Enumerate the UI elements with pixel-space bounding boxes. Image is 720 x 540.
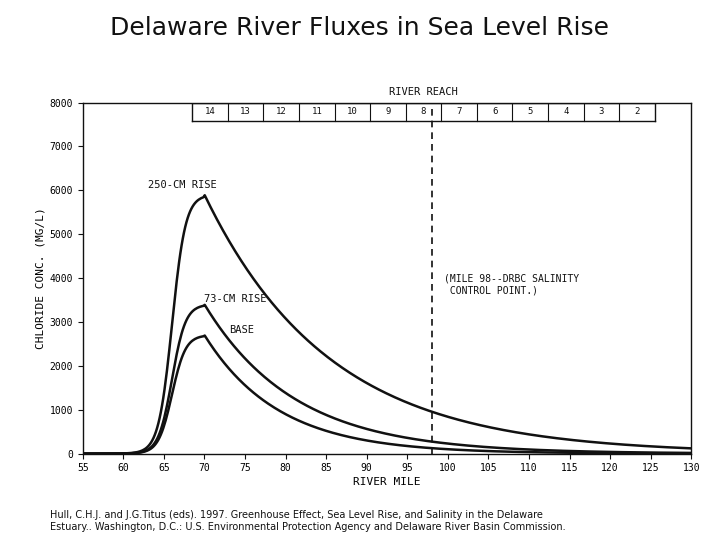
Text: Delaware River Fluxes in Sea Level Rise: Delaware River Fluxes in Sea Level Rise bbox=[110, 16, 610, 40]
Text: 3: 3 bbox=[598, 107, 604, 116]
Text: 10: 10 bbox=[347, 107, 358, 116]
Text: Hull, C.H.J. and J.G.Titus (eds). 1997. Greenhouse Effect, Sea Level Rise, and S: Hull, C.H.J. and J.G.Titus (eds). 1997. … bbox=[50, 510, 566, 532]
Text: 14: 14 bbox=[204, 107, 215, 116]
Text: 5: 5 bbox=[528, 107, 533, 116]
Text: 4: 4 bbox=[563, 107, 569, 116]
Text: 73-CM RISE: 73-CM RISE bbox=[204, 294, 267, 304]
Text: RIVER REACH: RIVER REACH bbox=[389, 87, 458, 97]
Text: 2: 2 bbox=[634, 107, 639, 116]
Text: BASE: BASE bbox=[229, 325, 254, 335]
Text: 12: 12 bbox=[276, 107, 287, 116]
Y-axis label: CHLORIDE CONC. (MG/L): CHLORIDE CONC. (MG/L) bbox=[35, 207, 45, 349]
Text: 250-CM RISE: 250-CM RISE bbox=[148, 180, 217, 190]
X-axis label: RIVER MILE: RIVER MILE bbox=[354, 477, 420, 488]
Text: 6: 6 bbox=[492, 107, 498, 116]
Text: (MILE 98--DRBC SALINITY
 CONTROL POINT.): (MILE 98--DRBC SALINITY CONTROL POINT.) bbox=[444, 274, 579, 295]
Text: 9: 9 bbox=[385, 107, 391, 116]
Text: 13: 13 bbox=[240, 107, 251, 116]
Text: 7: 7 bbox=[456, 107, 462, 116]
Text: 8: 8 bbox=[420, 107, 426, 116]
Text: 11: 11 bbox=[312, 107, 322, 116]
